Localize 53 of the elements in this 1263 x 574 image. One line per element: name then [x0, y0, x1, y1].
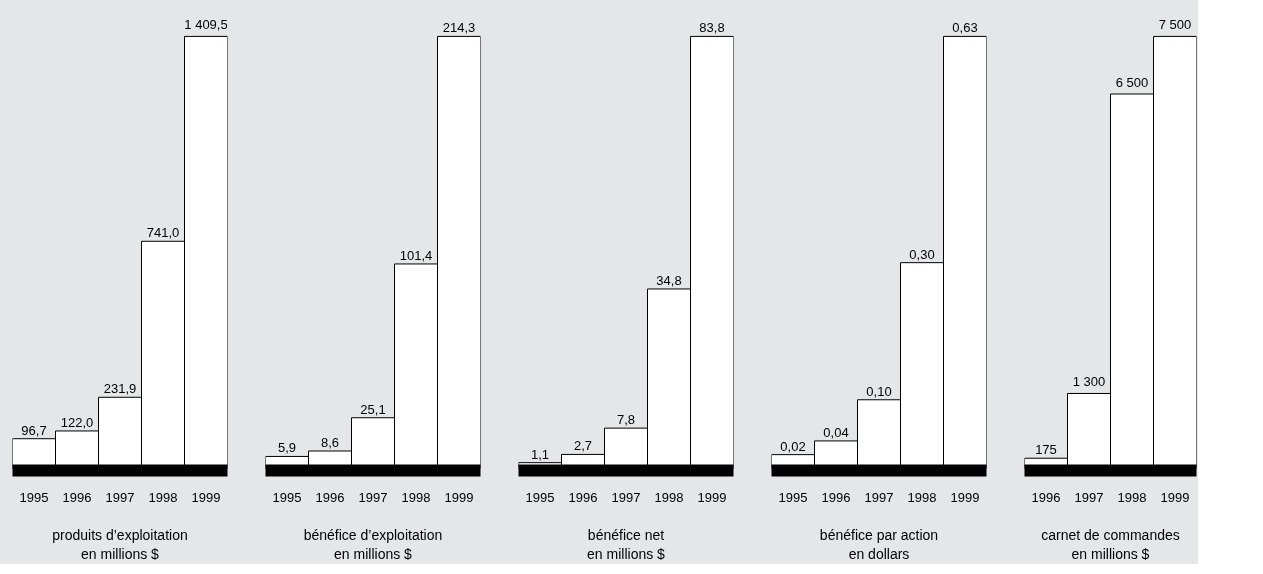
x-tick-label: 1995 [272, 489, 302, 505]
x-axis-title: carnet de commandes en millions $ [1041, 526, 1180, 562]
x-tick-label: 1996 [568, 489, 598, 505]
data-label: 2,7 [573, 438, 593, 454]
data-label: 214,3 [442, 20, 476, 36]
x-tick-label: 1999 [697, 489, 727, 505]
data-label: 0,30 [909, 246, 935, 262]
data-label: 6 500 [1115, 75, 1149, 91]
data-label: 175 [1035, 442, 1057, 458]
x-axis-title: bénéfice par action en dollars [819, 526, 939, 562]
data-label: 25,1 [360, 401, 386, 417]
x-axis-title: produits d’exploitation en millions $ [52, 526, 188, 562]
data-label: 83,8 [699, 20, 725, 36]
data-label: 0,10 [866, 383, 892, 399]
x-tick-label: 1998 [1117, 489, 1147, 505]
x-tick-label: 1995 [19, 489, 49, 505]
x-tick-label: 1999 [444, 489, 474, 505]
data-label: 741,0 [146, 225, 180, 241]
x-tick-label: 1997 [358, 489, 388, 505]
data-label: 1 409,5 [184, 17, 228, 33]
data-label: 1 300 [1072, 374, 1106, 390]
x-tick-label: 1996 [1031, 489, 1061, 505]
x-tick-label: 1998 [907, 489, 937, 505]
x-tick-label: 1996 [315, 489, 345, 505]
x-tick-label: 1996 [62, 489, 92, 505]
data-label: 0,63 [952, 20, 978, 36]
data-label: 101,4 [399, 247, 433, 263]
x-tick-label: 1995 [525, 489, 555, 505]
data-label: 122,0 [60, 414, 94, 430]
data-label: 8,6 [320, 435, 340, 451]
x-tick-label: 1998 [401, 489, 431, 505]
x-tick-label: 1999 [191, 489, 221, 505]
x-tick-label: 1997 [611, 489, 641, 505]
x-axis-title: bénéfice net en millions $ [587, 526, 666, 562]
data-label: 0,04 [823, 424, 849, 440]
x-tick-label: 1998 [148, 489, 178, 505]
x-tick-label: 1995 [778, 489, 808, 505]
data-label: 1,1 [530, 446, 550, 462]
data-label: 34,8 [656, 272, 682, 288]
data-label: 7,8 [616, 412, 636, 428]
x-tick-label: 1997 [864, 489, 894, 505]
data-label: 231,9 [103, 381, 137, 397]
data-label: 0,02 [780, 438, 806, 454]
x-tick-label: 1997 [105, 489, 135, 505]
data-label: 5,9 [277, 440, 297, 456]
x-axis-title: bénéfice d’exploitation en millions $ [303, 526, 443, 562]
data-label: 96,7 [21, 422, 47, 438]
data-label: 7 500 [1158, 17, 1192, 33]
x-tick-label: 1996 [821, 489, 851, 505]
x-tick-label: 1999 [950, 489, 980, 505]
x-tick-label: 1997 [1074, 489, 1104, 505]
x-tick-label: 1999 [1160, 489, 1190, 505]
x-tick-label: 1998 [654, 489, 684, 505]
